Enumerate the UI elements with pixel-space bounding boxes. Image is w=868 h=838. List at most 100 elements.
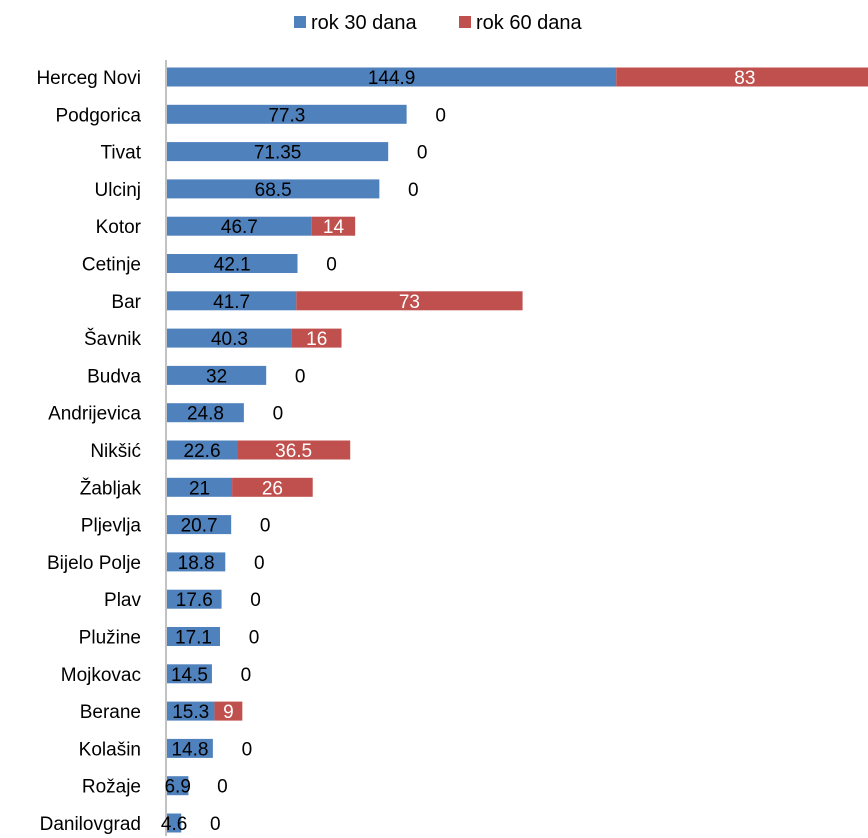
value-label-rok-30-bar: 41.7 (213, 292, 250, 313)
bar-rok-30-rozaje (167, 776, 189, 796)
value-label-rok-60-pluzine: 0 (249, 628, 260, 649)
value-label-rok-30-podgorica: 77.3 (268, 105, 305, 126)
value-label-rok-30-savnik: 40.3 (211, 329, 248, 350)
value-label-rok-60-budva: 0 (295, 366, 306, 387)
bar-rok-30-berane (167, 701, 215, 721)
category-label-cetinje: Cetinje (82, 255, 141, 276)
bar-rok-60-savnik (291, 328, 342, 348)
bar-rok-30-ulcinj (167, 179, 380, 199)
bar-rok-30-bar (167, 291, 297, 311)
value-label-rok-30-berane: 15.3 (172, 702, 209, 723)
bar-rok-60-bar (296, 291, 523, 311)
category-label-tivat: Tivat (101, 143, 142, 164)
value-label-rok-30-niksic: 22.6 (184, 441, 221, 462)
value-label-rok-30-kolasin: 14.8 (171, 739, 208, 760)
value-label-rok-60-berane: 9 (223, 702, 234, 723)
value-label-rok-30-pluzine: 17.1 (175, 628, 212, 649)
value-label-rok-60-herceg-novi: 83 (734, 68, 755, 89)
category-label-niksic: Nikšić (90, 441, 141, 462)
category-label-bijelo-polje: Bijelo Polje (47, 553, 141, 574)
bar-rok-30-savnik (167, 328, 292, 348)
category-label-ulcinj: Ulcinj (95, 180, 141, 201)
bar-rok-30-kotor (167, 216, 312, 236)
category-label-berane: Berane (80, 702, 141, 723)
value-label-rok-30-herceg-novi: 144.9 (368, 68, 416, 89)
bar-rok-30-pluzine (167, 627, 221, 646)
bar-rok-30-bijelo-polje (167, 552, 226, 572)
bars (167, 67, 868, 833)
value-label-rok-60-niksic: 36.5 (275, 441, 312, 462)
category-label-plav: Plav (104, 590, 141, 611)
bar-rok-30-cetinje (167, 254, 298, 273)
bar-rok-60-zabljak (232, 477, 313, 497)
value-label-rok-60-plav: 0 (250, 590, 261, 611)
category-label-savnik: Šavnik (84, 328, 142, 350)
legend-label-rok-60: rok 60 dana (476, 12, 583, 34)
value-label-rok-60-ulcinj: 0 (408, 180, 419, 201)
category-label-zabljak: Žabljak (80, 477, 142, 499)
value-label-rok-60-bar: 73 (399, 292, 420, 313)
bar-rok-30-plav (167, 589, 222, 609)
value-label-rok-60-cetinje: 0 (326, 255, 337, 276)
category-label-budva: Budva (87, 366, 141, 387)
bar-rok-30-pljevlja (167, 515, 232, 535)
category-label-pljevlja: Pljevlja (81, 516, 142, 537)
value-label-rok-60-kotor: 14 (323, 217, 345, 238)
bar-rok-30-andrijevica (167, 403, 244, 423)
category-label-pluzine: Plužine (79, 628, 141, 649)
value-label-rok-30-ulcinj: 68.5 (255, 180, 292, 201)
bar-rok-30-herceg-novi (167, 67, 617, 87)
value-label-rok-30-cetinje: 42.1 (214, 255, 251, 276)
bar-rok-30-kolasin (167, 738, 213, 758)
category-label-kotor: Kotor (96, 217, 142, 238)
value-label-rok-60-podgorica: 0 (435, 105, 446, 126)
value-label-rok-30-kotor: 46.7 (221, 217, 258, 238)
value-label-rok-60-andrijevica: 0 (273, 404, 284, 425)
category-label-danilovgrad: Danilovgrad (40, 814, 141, 835)
value-label-rok-60-kolasin: 0 (242, 739, 253, 760)
bar-rok-30-tivat (167, 142, 389, 162)
value-label-rok-30-bijelo-polje: 18.8 (178, 553, 215, 574)
legend-swatch-rok-60 (459, 16, 471, 28)
legend-swatch-rok-30 (294, 16, 306, 28)
legend-label-rok-30: rok 30 dana (311, 12, 418, 34)
value-label-rok-30-rozaje: 6.9 (164, 777, 190, 798)
value-label-rok-30-andrijevica: 24.8 (187, 404, 224, 425)
bar-rok-30-podgorica (167, 104, 407, 124)
value-label-rok-60-pljevlja: 0 (260, 516, 271, 537)
value-label-rok-60-danilovgrad: 0 (210, 814, 221, 835)
category-label-podgorica: Podgorica (55, 105, 141, 126)
category-labels: Herceg Novi Podgorica Tivat Ulcinj Kotor Ceti… (36, 68, 141, 835)
value-label-rok-60-rozaje: 0 (217, 777, 228, 798)
category-label-andrijevica: Andrijevica (48, 404, 141, 425)
bar-rok-30-zabljak (167, 477, 233, 497)
bar-rok-60-niksic (237, 440, 351, 460)
value-label-rok-30-zabljak: 21 (189, 478, 210, 499)
value-label-rok-30-plav: 17.6 (176, 590, 213, 611)
value-labels: 144.9 83 77.3 0 71.35 0 68.5 0 46.7 14 42.1 0 41.7 73… (161, 68, 755, 835)
value-label-rok-30-pljevlja: 20.7 (181, 516, 218, 537)
category-label-rozaje: Rožaje (82, 777, 141, 798)
bar-rok-30-danilovgrad (167, 813, 182, 833)
bar-rok-60-herceg-novi (616, 67, 868, 87)
value-label-rok-30-tivat: 71.35 (254, 143, 302, 164)
value-label-rok-60-savnik: 16 (306, 329, 327, 350)
category-label-herceg-novi: Herceg Novi (36, 68, 141, 89)
value-label-rok-60-zabljak: 26 (262, 478, 283, 499)
legend: rok 30 dana rok 60 dana (294, 12, 583, 34)
category-label-bar: Bar (111, 292, 141, 313)
value-label-rok-60-tivat: 0 (417, 143, 428, 164)
value-label-rok-60-bijelo-polje: 0 (254, 553, 265, 574)
bar-rok-60-kotor (311, 216, 356, 236)
bar-rok-30-mojkovac (167, 664, 212, 684)
bar-rok-30-niksic (167, 440, 238, 460)
category-label-mojkovac: Mojkovac (61, 665, 141, 686)
category-label-kolasin: Kolašin (79, 739, 141, 760)
value-label-rok-30-danilovgrad: 4.6 (161, 814, 187, 835)
bar-rok-60-berane (214, 701, 243, 721)
value-label-rok-30-budva: 32 (206, 366, 227, 387)
value-label-rok-30-mojkovac: 14.5 (171, 665, 208, 686)
value-label-rok-60-mojkovac: 0 (241, 665, 252, 686)
bar-rok-30-budva (167, 365, 267, 385)
